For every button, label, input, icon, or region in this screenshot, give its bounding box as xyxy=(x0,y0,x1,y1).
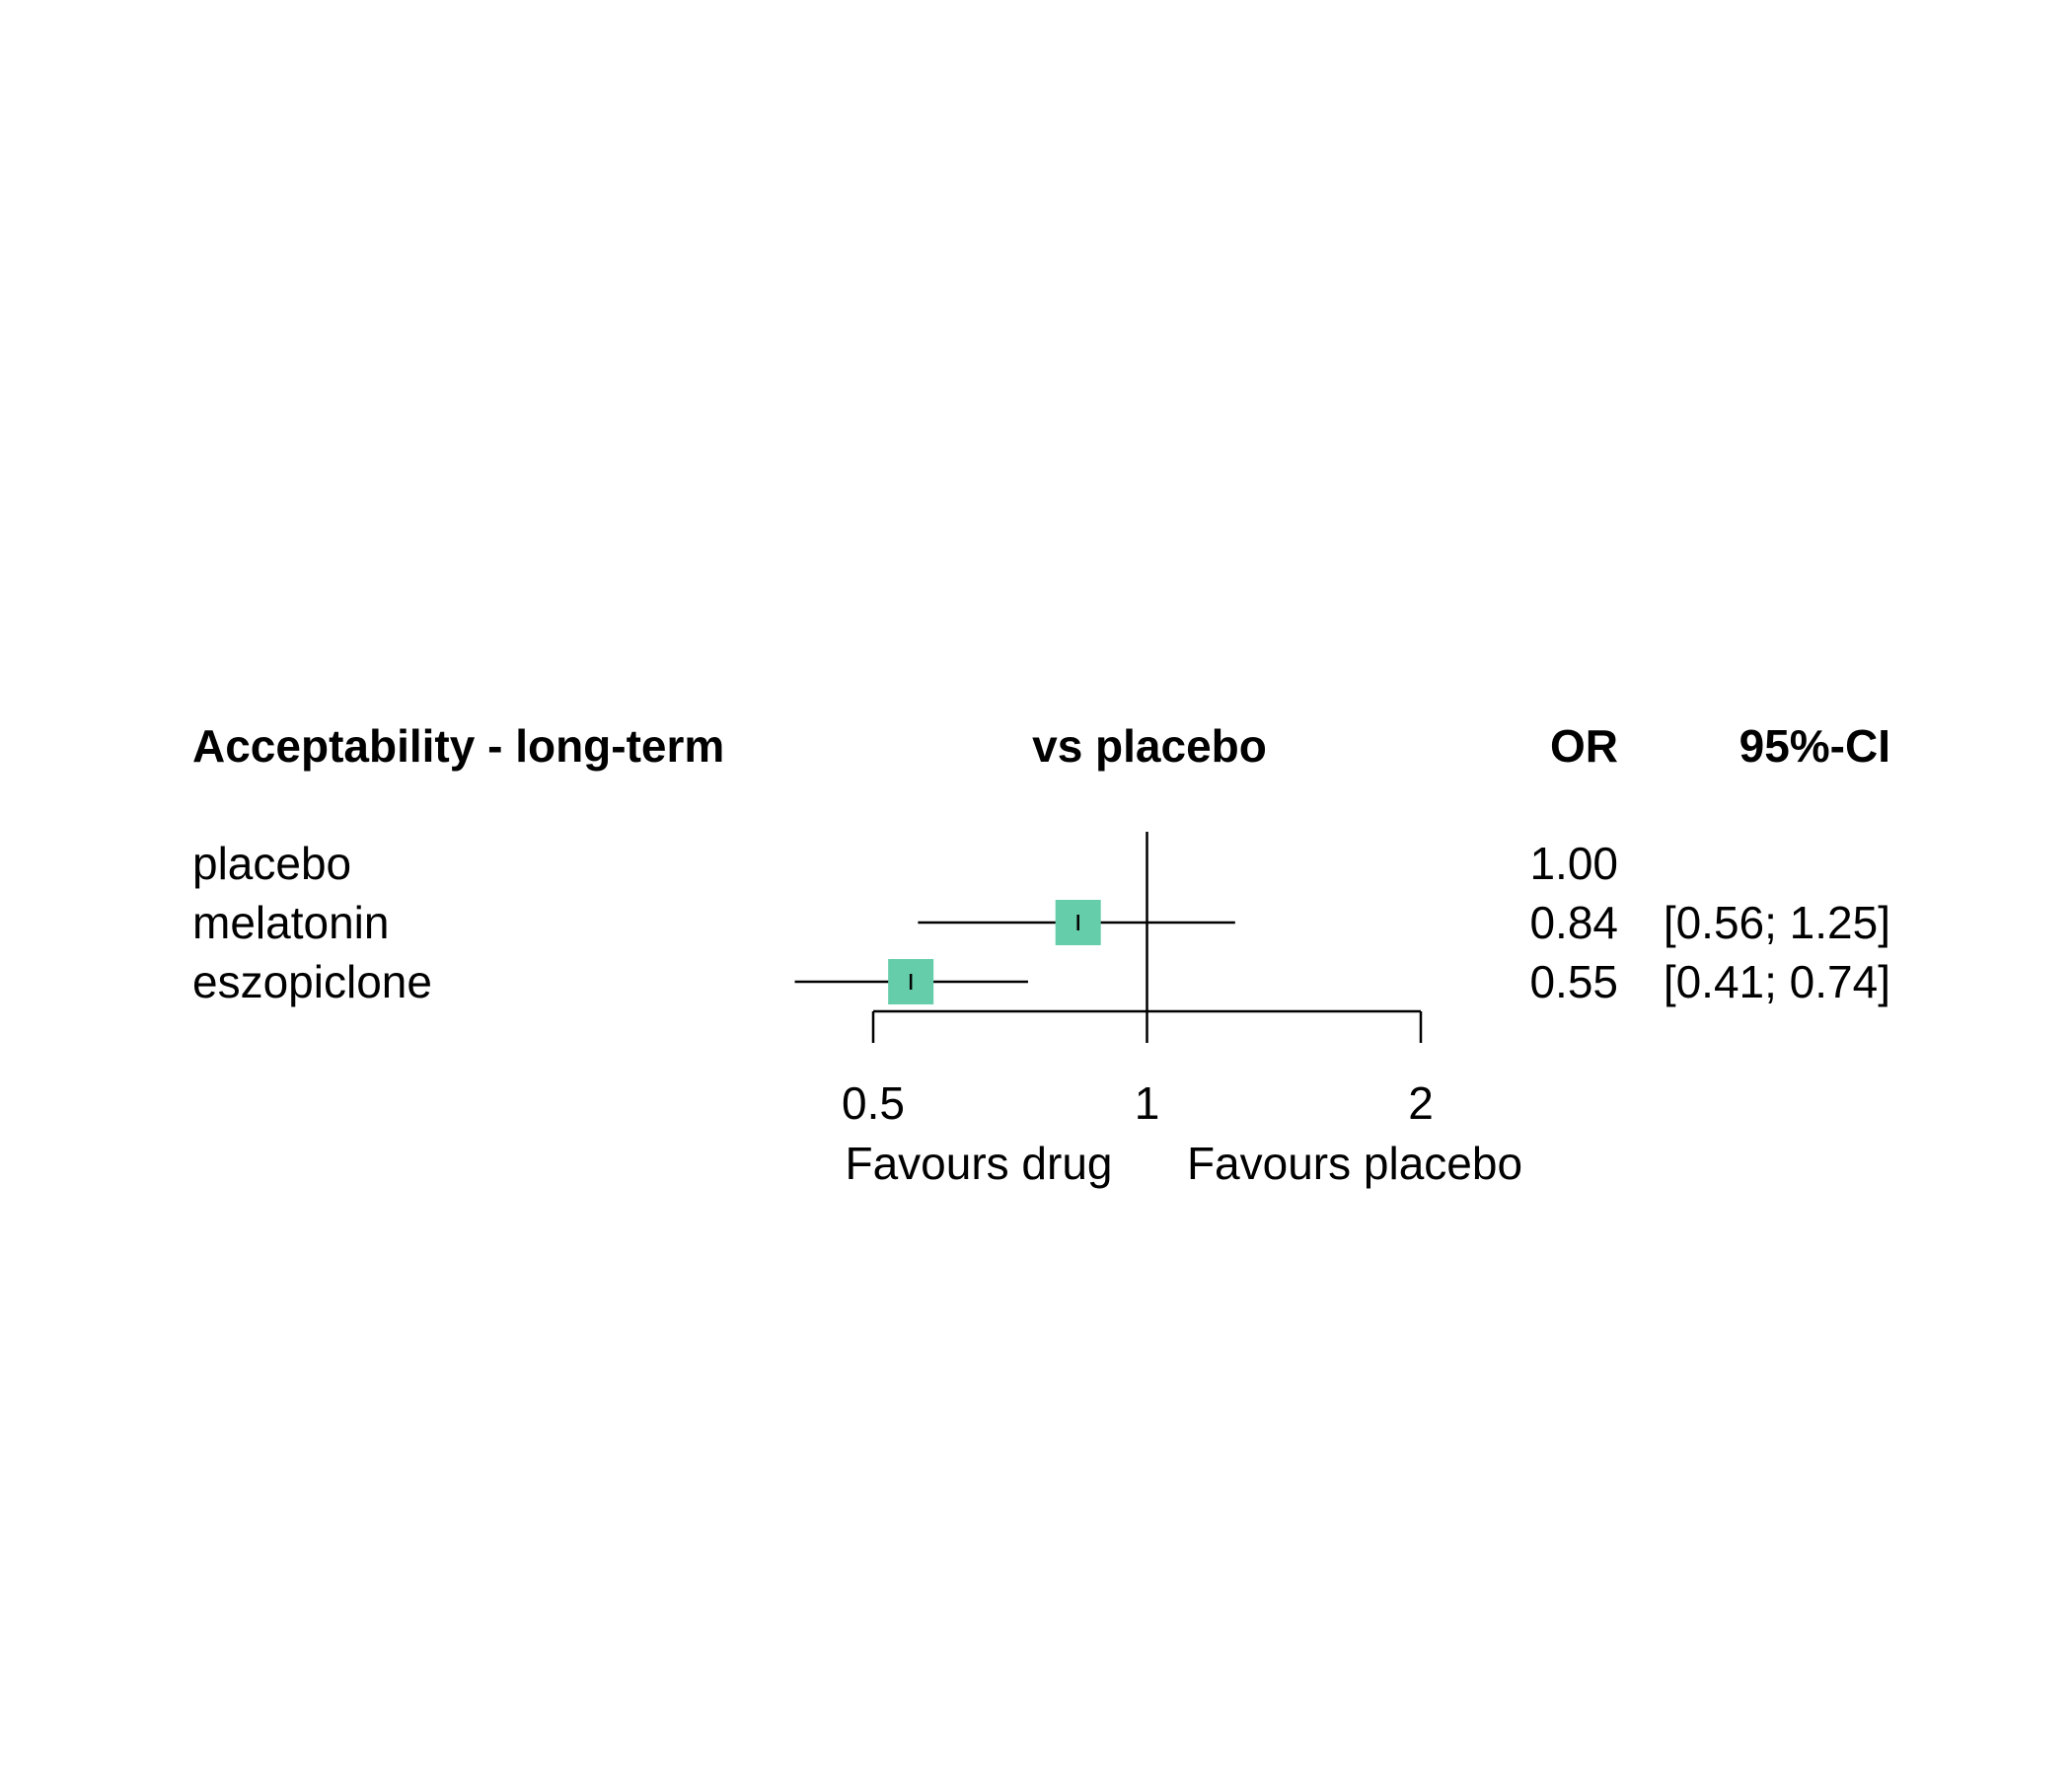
or-value-melatonin: 0.84 xyxy=(1529,897,1618,948)
forest-rows: placebo 1.00 melatonin 0.84 [0.56; 1.25] eszo… xyxy=(192,832,1890,1011)
comparison-header: vs placebo xyxy=(1032,720,1267,772)
ci-value-eszopiclone: [0.41; 0.74] xyxy=(1664,956,1890,1007)
favours-right-label: Favours placebo xyxy=(1187,1138,1522,1189)
x-axis: 0.5 1 2 xyxy=(842,1009,1434,1129)
chart-title: Acceptability - long-term xyxy=(192,720,724,772)
ci-header: 95%-CI xyxy=(1739,720,1890,772)
favours-left-label: Favours drug xyxy=(845,1138,1112,1189)
x-tick-label-2: 2 xyxy=(1408,1077,1434,1129)
x-tick-label-0-5: 0.5 xyxy=(842,1077,905,1129)
or-value-placebo: 1.00 xyxy=(1529,838,1618,889)
x-tick-label-1: 1 xyxy=(1135,1077,1160,1129)
or-header: OR xyxy=(1550,720,1618,772)
row-label-eszopiclone: eszopiclone xyxy=(192,956,432,1007)
row-label-melatonin: melatonin xyxy=(192,897,389,948)
or-value-eszopiclone: 0.55 xyxy=(1529,956,1618,1007)
ci-value-melatonin: [0.56; 1.25] xyxy=(1664,897,1890,948)
row-label-placebo: placebo xyxy=(192,838,351,889)
